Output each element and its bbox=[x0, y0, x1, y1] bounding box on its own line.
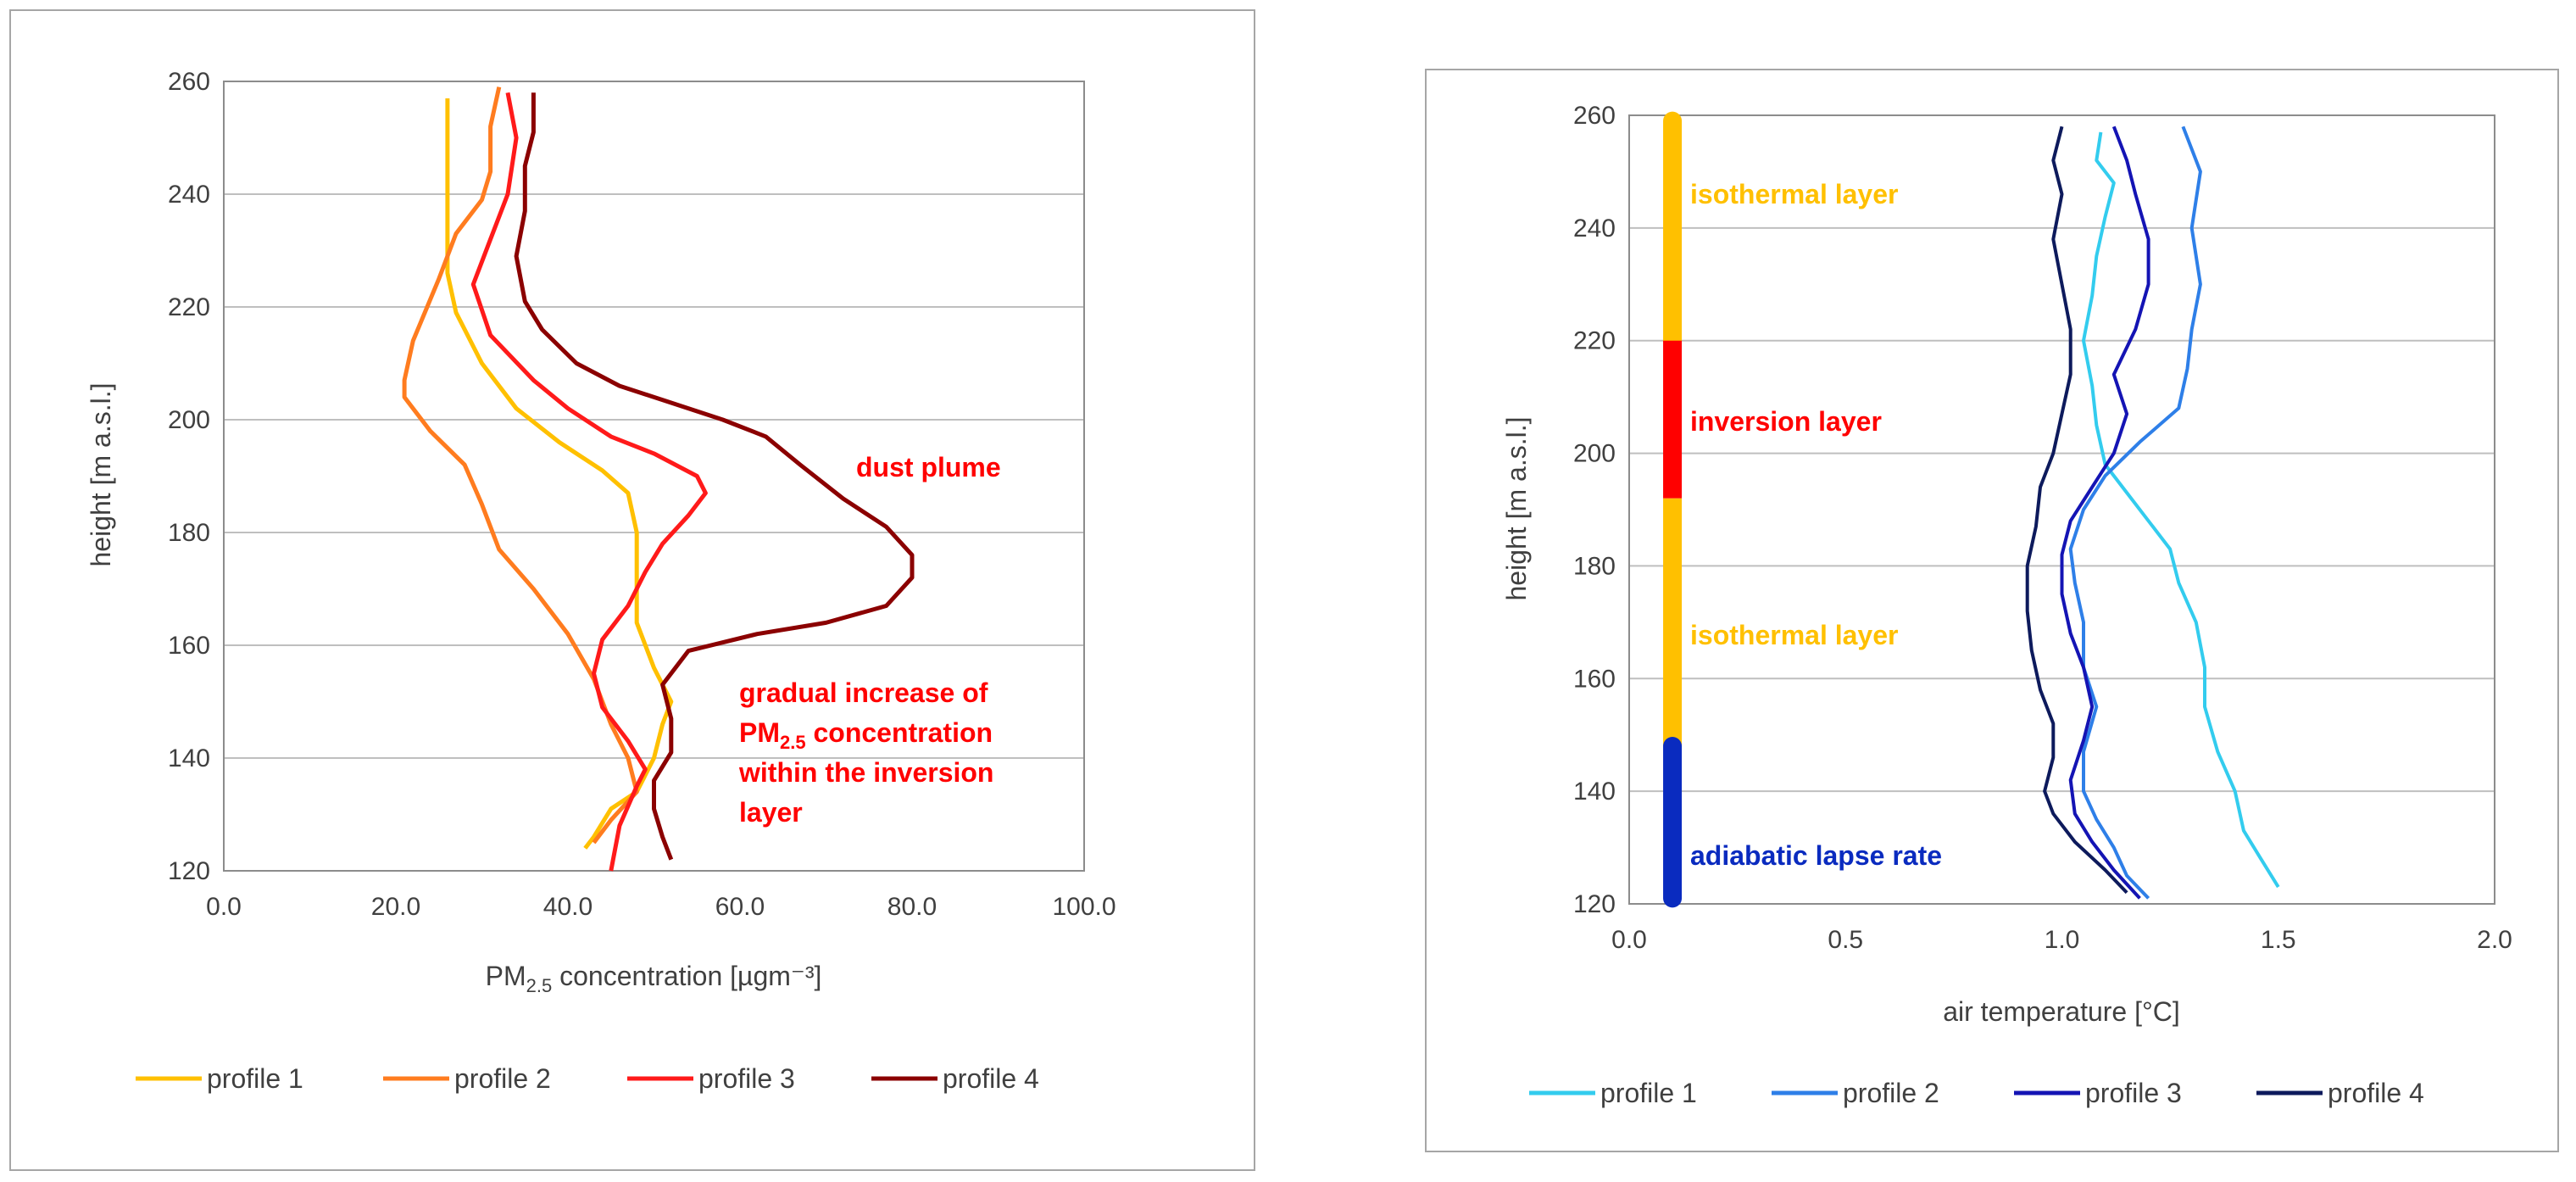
right-chart: 120 140 160 180 200 220 240 260 0.0 0.5 … bbox=[1501, 102, 2512, 1108]
right-legend-label: profile 2 bbox=[1843, 1078, 1939, 1108]
right-series-profile-1-line bbox=[2082, 131, 2280, 889]
right-panel-frame bbox=[1425, 69, 2559, 1152]
left-x-tick-labels: 0.0 20.0 40.0 60.0 80.0 100.0 bbox=[206, 893, 1116, 921]
annotation-gradual-increase-line-4: layer bbox=[739, 797, 803, 828]
right-legend-item-profile-2: profile 2 bbox=[1772, 1078, 1939, 1108]
left-plot-area bbox=[223, 81, 1085, 872]
right-x-tick-label: 0.0 bbox=[1611, 926, 1647, 954]
right-series-profile-3-line bbox=[2060, 125, 2150, 900]
right-legend: profile 1 profile 2 profile 3 profile 4 bbox=[1529, 1078, 2424, 1108]
left-y-tick-label: 120 bbox=[168, 857, 210, 885]
left-legend-item-profile-4: profile 4 bbox=[871, 1063, 1039, 1094]
right-x-tick-labels: 0.0 0.5 1.0 1.5 2.0 bbox=[1611, 926, 2512, 954]
left-chart: 120 140 160 180 200 220 240 260 0.0 20.0… bbox=[86, 68, 1116, 1094]
left-legend-item-profile-1: profile 1 bbox=[136, 1063, 303, 1094]
right-series-profile-4-line bbox=[2025, 125, 2128, 895]
right-legend-item-profile-4: profile 4 bbox=[2256, 1078, 2424, 1108]
right-legend-label: profile 3 bbox=[2085, 1078, 2182, 1108]
left-legend: profile 1 profile 2 profile 3 profile 4 bbox=[136, 1063, 1039, 1094]
right-x-tick-label: 1.0 bbox=[2045, 926, 2080, 954]
annotation-gradual-increase-line-1: gradual increase of bbox=[739, 677, 988, 708]
left-x-tick-label: 60.0 bbox=[715, 893, 765, 921]
right-y-tick-label: 260 bbox=[1573, 102, 1616, 130]
layer-label-inversion: inversion layer bbox=[1690, 406, 1882, 437]
left-legend-label: profile 3 bbox=[698, 1063, 795, 1094]
right-y-axis-title: height [m a.s.l.] bbox=[1501, 417, 1532, 601]
right-series-lines bbox=[2025, 125, 2280, 900]
left-legend-label: profile 1 bbox=[207, 1063, 303, 1094]
left-series-lines bbox=[402, 86, 915, 872]
left-y-tick-label: 180 bbox=[168, 519, 210, 547]
left-x-tick-label: 80.0 bbox=[887, 893, 937, 921]
left-legend-item-profile-3: profile 3 bbox=[627, 1063, 795, 1094]
right-y-tick-label: 120 bbox=[1573, 890, 1616, 918]
right-x-tick-label: 2.0 bbox=[2477, 926, 2512, 954]
right-plot-area bbox=[1628, 114, 2495, 905]
left-x-tick-label: 100.0 bbox=[1052, 893, 1116, 921]
annotation-dust-plume: dust plume bbox=[856, 452, 1001, 482]
left-y-axis-title: height [m a.s.l.] bbox=[86, 383, 116, 567]
right-y-tick-label: 240 bbox=[1573, 215, 1616, 243]
right-legend-label: profile 1 bbox=[1600, 1078, 1697, 1108]
left-series-profile-3-line bbox=[470, 92, 708, 872]
left-y-tick-label: 160 bbox=[168, 632, 210, 660]
left-x-axis-title: PM2.5 concentration [µgm⁻³] bbox=[486, 961, 822, 996]
layer-label-adiabatic: adiabatic lapse rate bbox=[1690, 840, 1942, 871]
left-legend-label: profile 4 bbox=[943, 1063, 1039, 1094]
right-y-tick-label: 180 bbox=[1573, 552, 1616, 580]
left-series-profile-2-line bbox=[402, 86, 639, 845]
layer-label-isothermal-top: isothermal layer bbox=[1690, 179, 1898, 209]
right-y-tick-label: 160 bbox=[1573, 665, 1616, 693]
left-y-tick-label: 240 bbox=[168, 181, 210, 209]
annotation-gradual-increase-line-2: PM2.5 concentration bbox=[739, 717, 993, 753]
right-legend-label: profile 4 bbox=[2328, 1078, 2424, 1108]
left-y-tick-label: 140 bbox=[168, 744, 210, 772]
layer-label-isothermal-bottom: isothermal layer bbox=[1690, 620, 1898, 650]
right-y-tick-labels: 120 140 160 180 200 220 240 260 bbox=[1573, 102, 1616, 918]
left-legend-item-profile-2: profile 2 bbox=[383, 1063, 551, 1094]
right-legend-item-profile-1: profile 1 bbox=[1529, 1078, 1697, 1108]
right-x-tick-label: 1.5 bbox=[2261, 926, 2296, 954]
right-y-tick-label: 140 bbox=[1573, 778, 1616, 806]
right-x-tick-label: 0.5 bbox=[1828, 926, 1863, 954]
right-y-tick-label: 200 bbox=[1573, 440, 1616, 468]
right-series-profile-2-line bbox=[2068, 125, 2202, 900]
left-series-profile-4-line bbox=[514, 92, 915, 861]
left-x-tick-label: 20.0 bbox=[371, 893, 420, 921]
left-x-tick-label: 0.0 bbox=[206, 893, 242, 921]
right-y-tick-label: 220 bbox=[1573, 327, 1616, 355]
right-layer-labels: isothermal layer inversion layer isother… bbox=[1690, 179, 1942, 871]
left-y-tick-label: 260 bbox=[168, 68, 210, 96]
left-legend-label: profile 2 bbox=[454, 1063, 551, 1094]
left-y-tick-labels: 120 140 160 180 200 220 240 260 bbox=[168, 68, 210, 885]
left-y-tick-label: 200 bbox=[168, 406, 210, 434]
right-x-axis-title: air temperature [°C] bbox=[1943, 996, 2180, 1027]
left-y-tick-label: 220 bbox=[168, 293, 210, 321]
left-panel-frame bbox=[9, 9, 1255, 1171]
annotation-gradual-increase-line-3: within the inversion bbox=[738, 757, 993, 788]
right-legend-item-profile-3: profile 3 bbox=[2014, 1078, 2182, 1108]
left-x-tick-label: 40.0 bbox=[543, 893, 593, 921]
